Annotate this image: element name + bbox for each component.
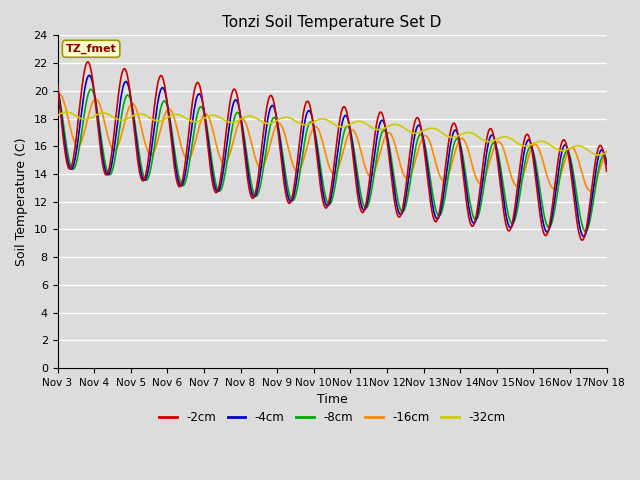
-32cm xyxy=(553,146,561,152)
-16cm xyxy=(603,149,611,155)
-32cm xyxy=(432,126,440,132)
-8cm xyxy=(54,86,61,92)
-8cm xyxy=(431,204,439,210)
-2cm xyxy=(553,165,561,171)
-8cm xyxy=(174,169,182,175)
-4cm xyxy=(580,234,588,240)
-32cm xyxy=(595,152,603,158)
-2cm xyxy=(175,183,182,189)
-16cm xyxy=(432,160,440,166)
-2cm xyxy=(432,219,440,225)
-4cm xyxy=(432,215,440,220)
-8cm xyxy=(603,158,611,164)
-32cm xyxy=(63,109,70,115)
-16cm xyxy=(553,182,561,188)
-2cm xyxy=(378,110,385,116)
Line: -16cm: -16cm xyxy=(58,94,607,191)
-16cm xyxy=(378,144,385,150)
Line: -8cm: -8cm xyxy=(58,89,607,231)
Line: -2cm: -2cm xyxy=(58,62,607,240)
-2cm xyxy=(324,201,332,207)
-16cm xyxy=(175,133,182,139)
Legend: -2cm, -4cm, -8cm, -16cm, -32cm: -2cm, -4cm, -8cm, -16cm, -32cm xyxy=(154,407,510,429)
-2cm xyxy=(579,238,586,243)
-4cm xyxy=(198,98,206,104)
-32cm xyxy=(324,118,332,123)
-8cm xyxy=(552,197,560,203)
-8cm xyxy=(581,228,589,234)
-32cm xyxy=(603,150,611,156)
-4cm xyxy=(378,118,385,123)
-16cm xyxy=(55,91,63,97)
-16cm xyxy=(587,188,595,194)
Line: -4cm: -4cm xyxy=(58,75,607,237)
-4cm xyxy=(553,179,561,184)
-16cm xyxy=(198,114,206,120)
-8cm xyxy=(324,200,332,205)
-16cm xyxy=(54,92,61,98)
-32cm xyxy=(175,112,182,118)
-32cm xyxy=(198,117,206,122)
Line: -32cm: -32cm xyxy=(58,112,607,155)
X-axis label: Time: Time xyxy=(317,394,348,407)
Text: TZ_fmet: TZ_fmet xyxy=(66,44,116,54)
-4cm xyxy=(324,203,332,208)
-2cm xyxy=(54,82,61,88)
-32cm xyxy=(378,126,385,132)
-2cm xyxy=(198,97,206,103)
-32cm xyxy=(54,112,61,118)
-16cm xyxy=(324,161,332,167)
-4cm xyxy=(54,83,61,88)
-4cm xyxy=(86,72,93,78)
-2cm xyxy=(84,59,92,65)
-4cm xyxy=(603,162,611,168)
-8cm xyxy=(198,104,205,110)
Y-axis label: Soil Temperature (C): Soil Temperature (C) xyxy=(15,137,28,266)
Title: Tonzi Soil Temperature Set D: Tonzi Soil Temperature Set D xyxy=(222,15,442,30)
-8cm xyxy=(377,132,385,138)
-2cm xyxy=(603,168,611,174)
-4cm xyxy=(175,180,182,185)
